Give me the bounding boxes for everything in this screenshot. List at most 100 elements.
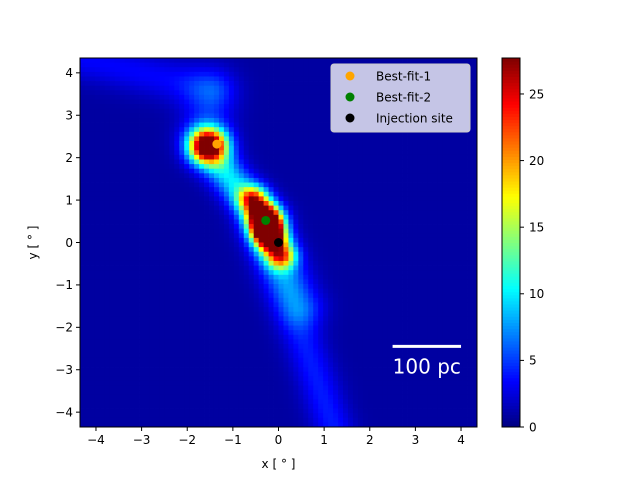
heatmap-cell	[209, 417, 215, 423]
heatmap-cell	[313, 168, 319, 174]
heatmap-cell	[164, 99, 170, 105]
heatmap-cell	[323, 122, 329, 128]
heatmap-cell	[313, 164, 319, 170]
heatmap-cell	[154, 90, 160, 96]
heatmap-cell	[313, 399, 319, 405]
heatmap-cell	[144, 99, 150, 105]
heatmap-cell	[328, 367, 334, 373]
heatmap-cell	[204, 67, 210, 73]
heatmap-cell	[124, 205, 131, 211]
heatmap-cell	[328, 191, 334, 197]
heatmap-cell	[159, 297, 165, 303]
heatmap-cell	[328, 58, 334, 64]
heatmap-cell	[174, 408, 180, 414]
heatmap-cell	[99, 376, 106, 382]
heatmap-cell	[377, 284, 384, 290]
heatmap-cell	[323, 141, 329, 147]
heatmap-cell	[213, 260, 220, 266]
heatmap-cell	[129, 113, 135, 119]
heatmap-cell	[333, 219, 339, 225]
heatmap-cell	[213, 196, 220, 202]
heatmap-cell	[288, 205, 294, 211]
heatmap-cell	[114, 150, 121, 156]
heatmap-cell	[238, 307, 245, 313]
heatmap-cell	[273, 316, 279, 322]
heatmap-cell	[174, 187, 180, 193]
heatmap-cell	[263, 90, 269, 96]
heatmap-cell	[298, 408, 304, 414]
heatmap-cell	[233, 187, 240, 193]
heatmap-cell	[139, 131, 145, 137]
heatmap-cell	[99, 422, 106, 428]
heatmap-cell	[154, 237, 160, 243]
heatmap-cell	[233, 316, 240, 322]
heatmap-cell	[362, 187, 369, 193]
heatmap-cell	[144, 362, 150, 368]
heatmap-cell	[293, 251, 299, 257]
heatmap-cell	[129, 62, 135, 68]
heatmap-cell	[159, 104, 165, 110]
heatmap-cell	[298, 330, 304, 336]
heatmap-cell	[154, 403, 160, 409]
heatmap-cell	[328, 399, 334, 405]
heatmap-cell	[189, 177, 195, 183]
heatmap-cell	[154, 200, 160, 206]
heatmap-cell	[278, 168, 284, 174]
heatmap-cell	[189, 339, 195, 345]
heatmap-cell	[164, 399, 170, 405]
heatmap-cell	[169, 117, 175, 123]
heatmap-cell	[124, 141, 131, 147]
heatmap-cell	[248, 311, 255, 317]
heatmap-cell	[164, 81, 170, 87]
heatmap-cell	[104, 131, 111, 137]
heatmap-cell	[189, 131, 195, 137]
heatmap-cell	[258, 320, 265, 326]
heatmap-cell	[323, 187, 329, 193]
heatmap-cell	[238, 136, 245, 142]
heatmap-cell	[134, 316, 140, 322]
heatmap-cell	[109, 320, 116, 326]
heatmap-cell	[104, 67, 111, 73]
heatmap-cell	[382, 330, 389, 336]
heatmap-cell	[199, 108, 205, 114]
heatmap-cell	[253, 196, 260, 202]
heatmap-cell	[233, 343, 240, 349]
heatmap-cell	[268, 403, 274, 409]
heatmap-cell	[169, 256, 175, 262]
heatmap-cell	[84, 136, 91, 142]
heatmap-cell	[189, 85, 195, 91]
heatmap-cell	[273, 413, 279, 419]
heatmap-cell	[278, 302, 284, 308]
heatmap-cell	[184, 196, 190, 202]
heatmap-cell	[382, 390, 389, 396]
heatmap-cell	[228, 150, 235, 156]
heatmap-cell	[189, 380, 195, 386]
heatmap-cell	[333, 214, 339, 220]
heatmap-cell	[318, 58, 324, 64]
heatmap-cell	[273, 362, 279, 368]
heatmap-cell	[303, 311, 309, 317]
heatmap-cell	[213, 99, 220, 105]
heatmap-cell	[238, 191, 245, 197]
heatmap-cell	[258, 94, 265, 100]
heatmap-cell	[164, 233, 170, 239]
heatmap-cell	[144, 330, 150, 336]
heatmap-cell	[238, 81, 245, 87]
heatmap-cell	[94, 260, 101, 266]
heatmap-cell	[174, 279, 180, 285]
heatmap-cell	[248, 67, 255, 73]
heatmap-cell	[199, 357, 205, 363]
heatmap-cell	[119, 325, 126, 331]
heatmap-cell	[169, 224, 175, 230]
heatmap-cell	[114, 288, 121, 294]
heatmap-cell	[124, 343, 131, 349]
heatmap-cell	[338, 200, 344, 206]
heatmap-cell	[189, 399, 195, 405]
heatmap-cell	[223, 302, 230, 308]
heatmap-cell	[134, 67, 140, 73]
heatmap-cell	[347, 196, 354, 202]
heatmap-cell	[169, 288, 175, 294]
heatmap-cell	[308, 385, 314, 391]
heatmap-cell	[362, 390, 369, 396]
heatmap-cell	[209, 150, 215, 156]
